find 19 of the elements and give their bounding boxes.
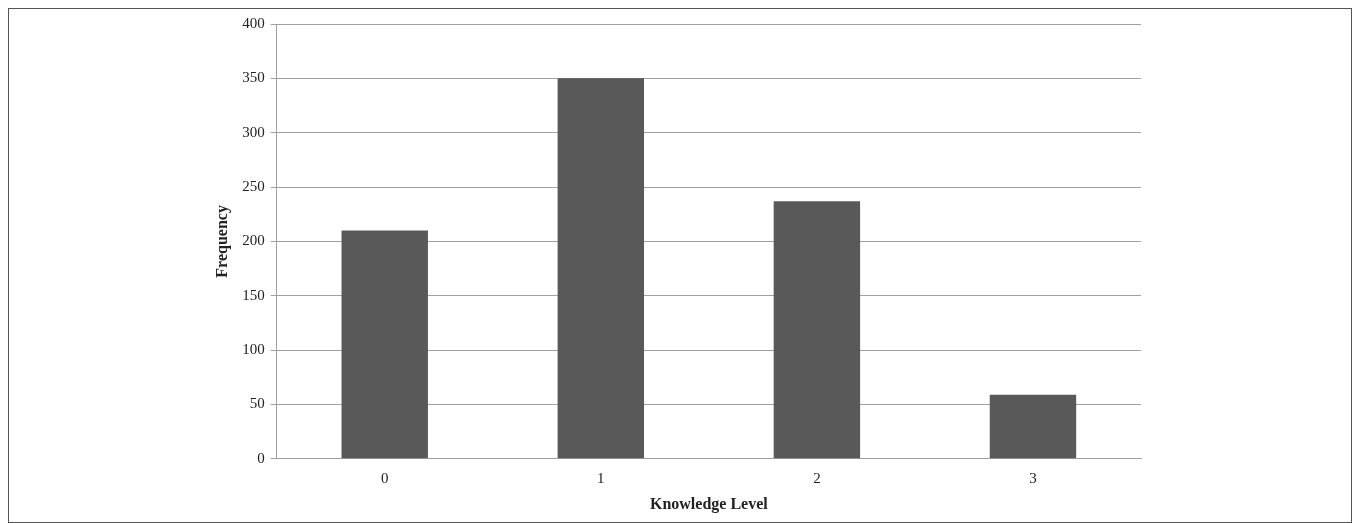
- y-tick-label: 300: [242, 123, 265, 140]
- y-tick-label: 50: [249, 395, 265, 412]
- bar: [557, 78, 645, 459]
- y-tick-label: 150: [242, 286, 265, 303]
- x-tick-label: 0: [380, 469, 389, 486]
- bar: [341, 230, 428, 459]
- x-tick-label: 2: [813, 469, 821, 486]
- y-tick-label: 400: [242, 14, 265, 31]
- x-tick-label: 1: [597, 469, 605, 486]
- y-tick-label: 100: [242, 341, 265, 358]
- y-tick-label: 350: [242, 69, 265, 86]
- y-tick-label: 250: [242, 177, 265, 194]
- bar: [773, 201, 861, 459]
- x-tick-label: 3: [1029, 469, 1037, 486]
- y-tick-label: 0: [257, 449, 265, 466]
- x-axis-title: Knowledge Level: [649, 494, 769, 513]
- y-axis-title: Frequency: [212, 205, 231, 278]
- y-tick-label: 200: [242, 232, 265, 249]
- bar: [989, 394, 1077, 459]
